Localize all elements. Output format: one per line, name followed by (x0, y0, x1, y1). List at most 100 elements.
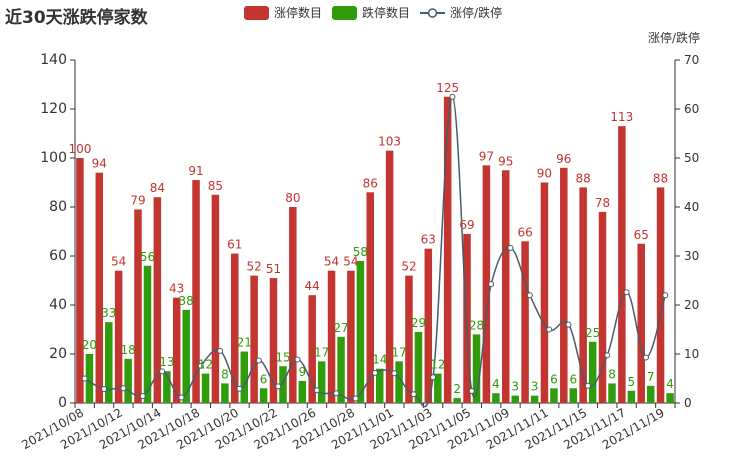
data-label-limit-down: 33 (101, 306, 116, 320)
bar-limit-down (550, 388, 558, 403)
ratio-line-point (565, 321, 572, 328)
bar-limit-down (530, 395, 539, 403)
data-label-limit-up: 52 (246, 260, 261, 274)
bar-limit-up (114, 270, 123, 403)
bar-limit-down (182, 309, 190, 403)
data-label-limit-down: 8 (221, 367, 229, 381)
ratio-line-point (430, 374, 437, 381)
legend-item-ratio[interactable]: 涨停/跌停 (420, 4, 502, 21)
bar-limit-up (656, 187, 665, 403)
bar-limit-down (395, 361, 403, 403)
ratio-line-point (139, 393, 146, 400)
bar-limit-down (588, 341, 597, 403)
y-right-tick-label: 10 (684, 347, 699, 361)
legend-label-ratio: 涨停/跌停 (450, 6, 503, 20)
data-label-limit-up: 94 (92, 157, 107, 171)
y-left-tick-label: 140 (40, 52, 67, 68)
right-axis-title: 涨停/跌停 (648, 30, 700, 45)
data-label-limit-down: 4 (666, 377, 674, 391)
data-label-limit-up: 69 (459, 218, 474, 232)
y-left-tick-label: 120 (40, 101, 67, 117)
data-label-limit-up: 100 (68, 142, 91, 156)
bar-limit-up (347, 270, 355, 403)
ratio-line-point (410, 391, 417, 398)
data-label-limit-up: 90 (537, 167, 552, 181)
ratio-line-point (159, 368, 166, 375)
bar-limit-down (627, 390, 636, 403)
ratio-line-point (333, 390, 340, 397)
bar-limit-down (646, 385, 655, 403)
bar-limit-up (250, 275, 258, 403)
data-label-limit-up: 78 (595, 196, 610, 210)
ratio-line-point (352, 395, 359, 402)
y-left-tick-label: 60 (49, 248, 67, 264)
bar-limit-down (163, 371, 171, 403)
data-label-limit-up: 88 (576, 171, 591, 185)
ratio-line-group (81, 93, 669, 408)
data-label-limit-up: 84 (150, 181, 165, 195)
data-label-limit-down: 6 (569, 372, 577, 386)
data-label-limit-up: 86 (363, 176, 378, 190)
bar-limit-down (569, 388, 578, 403)
ratio-line-point (584, 382, 591, 389)
bar-limit-up (598, 211, 607, 403)
y-left-tick-label: 80 (49, 199, 67, 215)
bar-limit-up (192, 180, 200, 403)
bars-limit-up-group (76, 96, 665, 404)
bar-limit-up (385, 150, 394, 403)
data-label-limit-down: 56 (140, 250, 155, 264)
data-label-limit-down: 7 (647, 370, 655, 384)
data-label-limit-up: 66 (517, 225, 532, 239)
data-label-limit-up: 61 (227, 238, 242, 252)
legend-item-limit-up[interactable]: 涨停数目 (244, 4, 322, 21)
ratio-line-point (313, 387, 320, 394)
bars-limit-down-group (85, 260, 674, 403)
legend-item-limit-down[interactable]: 跌停数目 (332, 4, 410, 21)
data-label-limit-down: 29 (411, 316, 426, 330)
ratio-line-point (488, 281, 495, 288)
ratio-line-point (642, 354, 649, 361)
ratio-line-point (662, 292, 669, 299)
ratio-line-point (197, 362, 204, 369)
data-label-limit-down: 5 (628, 375, 636, 389)
bar-limit-down (221, 383, 229, 403)
bar-limit-up (501, 170, 510, 403)
data-label-limit-up: 103 (378, 135, 401, 149)
ratio-line-point (120, 385, 127, 392)
data-label-limit-up: 63 (421, 233, 436, 247)
bar-limit-up (366, 192, 374, 403)
data-label-limit-down: 25 (585, 326, 600, 340)
data-label-limit-down: 17 (391, 345, 406, 359)
data-label-limit-up: 85 (208, 179, 223, 193)
legend-swatch-limit-up (244, 5, 269, 20)
bar-limit-down (105, 322, 113, 403)
data-label-limit-down: 58 (353, 245, 368, 259)
bar-limit-up (579, 187, 587, 403)
y-right-tick-label: 20 (684, 298, 699, 312)
bar-limit-down (143, 265, 152, 403)
bar-limit-up (482, 165, 491, 403)
ratio-line-point (546, 326, 553, 333)
bar-limit-down (85, 354, 94, 403)
bar-limit-up (540, 182, 549, 403)
y-left-tick-label: 40 (49, 297, 67, 313)
data-label-limit-down: 4 (492, 377, 500, 391)
legend-swatch-limit-down (332, 5, 358, 20)
legend-label-limit-up: 涨停数目 (274, 6, 323, 20)
ratio-line-point (178, 394, 185, 401)
bar-limit-down (298, 380, 307, 403)
ratio-line-point (81, 375, 88, 382)
data-label-limit-up: 95 (498, 154, 513, 168)
ratio-line-point (275, 383, 282, 390)
bar-limit-up (134, 209, 142, 403)
bar-limit-up (424, 248, 433, 403)
y-left-tick-label: 100 (40, 150, 67, 166)
data-label-limit-down: 12 (430, 358, 445, 372)
ratio-line-point (236, 385, 243, 392)
bar-limit-up (405, 275, 413, 403)
bar-limit-up (443, 96, 452, 403)
data-label-limit-down: 20 (82, 338, 97, 352)
data-label-limit-up: 91 (188, 164, 203, 178)
data-label-limit-up: 43 (169, 282, 184, 296)
data-label-limit-down: 6 (550, 372, 558, 386)
